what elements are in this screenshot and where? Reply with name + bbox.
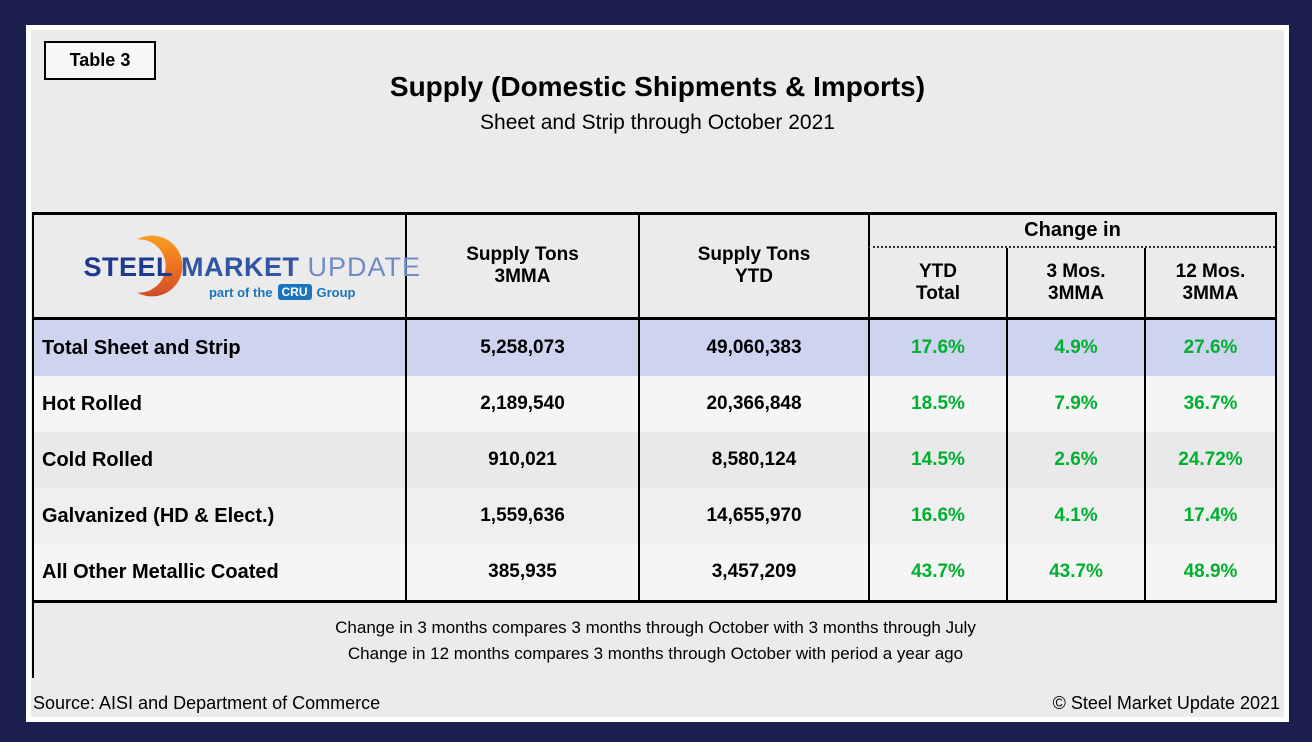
cell-galvanized-ytd-change: 16.6% (868, 488, 1006, 544)
row-label-galvanized: Galvanized (HD & Elect.) (34, 488, 405, 544)
source-attribution: Source: AISI and Department of Commerce (33, 693, 381, 713)
cell-all-other-ytd: 3,457,209 (638, 544, 868, 600)
cell-galvanized-12mos-change: 17.4% (1144, 488, 1275, 544)
cell-hot-rolled-3mos-change: 7.9% (1006, 376, 1144, 432)
cell-total-3mos-change: 4.9% (1006, 320, 1144, 376)
cell-total-12mos-change: 27.6% (1144, 320, 1275, 376)
cell-all-other-ytd-change: 43.7% (868, 544, 1006, 600)
header-supply-tons-ytd: Supply Tons YTD (638, 215, 868, 317)
cell-cold-rolled-12mos-change: 24.72% (1144, 432, 1275, 488)
cru-logo-badge: CRU (277, 284, 312, 300)
cell-galvanized-ytd: 14,655,970 (638, 488, 868, 544)
row-label-all-other-metallic-coated: All Other Metallic Coated (34, 544, 405, 600)
copyright-notice: © Steel Market Update 2021 (1052, 693, 1280, 713)
header-bottom-divider (34, 317, 1275, 320)
header-supply-tons-3mma: Supply Tons 3MMA (405, 215, 638, 317)
supply-table: STEEL MARKET UPDATE part of the CRU Grou… (32, 212, 1277, 603)
logo-word-steel: STEEL (83, 252, 174, 282)
cell-all-other-12mos-change: 48.9% (1144, 544, 1275, 600)
cell-all-other-3mos-change: 43.7% (1006, 544, 1144, 600)
header-ytd-total: YTD Total (868, 248, 1006, 317)
logo-word-update: UPDATE (307, 252, 422, 282)
crescent-moon-icon (113, 228, 190, 304)
logo-word-market: MARKET (181, 252, 300, 282)
header-3mos-3mma: 3 Mos. 3MMA (1006, 248, 1144, 317)
row-label-cold-rolled: Cold Rolled (34, 432, 405, 488)
row-label-hot-rolled: Hot Rolled (34, 376, 405, 432)
cell-total-ytd: 49,060,383 (638, 320, 868, 376)
logo-cell: STEEL MARKET UPDATE part of the CRU Grou… (34, 215, 421, 317)
cell-total-ytd-change: 17.6% (868, 320, 1006, 376)
page-subtitle: Sheet and Strip through October 2021 (480, 111, 835, 134)
footer-row: Source: AISI and Department of Commerce … (33, 693, 1280, 714)
table-number-badge: Table 3 (44, 41, 156, 80)
header-12mos-3mma: 12 Mos. 3MMA (1144, 248, 1275, 317)
cell-galvanized-3mos-change: 4.1% (1006, 488, 1144, 544)
supply-table-zone: STEEL MARKET UPDATE part of the CRU Grou… (32, 212, 1277, 678)
cell-cold-rolled-3mma: 910,021 (405, 432, 638, 488)
cell-total-3mma: 5,258,073 (405, 320, 638, 376)
cell-cold-rolled-ytd-change: 14.5% (868, 432, 1006, 488)
cell-cold-rolled-ytd: 8,580,124 (638, 432, 868, 488)
header-change-in: Change in (868, 215, 1275, 248)
logo-group: Group (316, 284, 356, 300)
page-title: Supply (Domestic Shipments & Imports) (389, 71, 926, 102)
cell-hot-rolled-12mos-change: 36.7% (1144, 376, 1275, 432)
footnote-12-months: Change in 12 months compares 3 months th… (347, 644, 964, 664)
cell-hot-rolled-3mma: 2,189,540 (405, 376, 638, 432)
cell-all-other-3mma: 385,935 (405, 544, 638, 600)
row-label-total-sheet-and-strip: Total Sheet and Strip (34, 320, 405, 376)
report-panel: Table 3 Supply (Domestic Shipments & Imp… (26, 25, 1289, 722)
logo-part-of-the: part of the (208, 284, 273, 300)
steel-market-update-logo: STEEL MARKET UPDATE part of the CRU Grou… (83, 220, 421, 312)
cell-hot-rolled-ytd-change: 18.5% (868, 376, 1006, 432)
footnote-3-months: Change in 3 months compares 3 months thr… (335, 618, 976, 637)
table-number-label: Table 3 (69, 50, 131, 70)
logo-cru-tagline: part of the CRU Group (209, 284, 356, 300)
cell-cold-rolled-3mos-change: 2.6% (1006, 432, 1144, 488)
logo-wordmark: STEEL MARKET UPDATE (83, 252, 421, 283)
table-footnotes: Change in 3 months compares 3 months thr… (32, 603, 1277, 678)
cell-galvanized-3mma: 1,559,636 (405, 488, 638, 544)
cell-hot-rolled-ytd: 20,366,848 (638, 376, 868, 432)
